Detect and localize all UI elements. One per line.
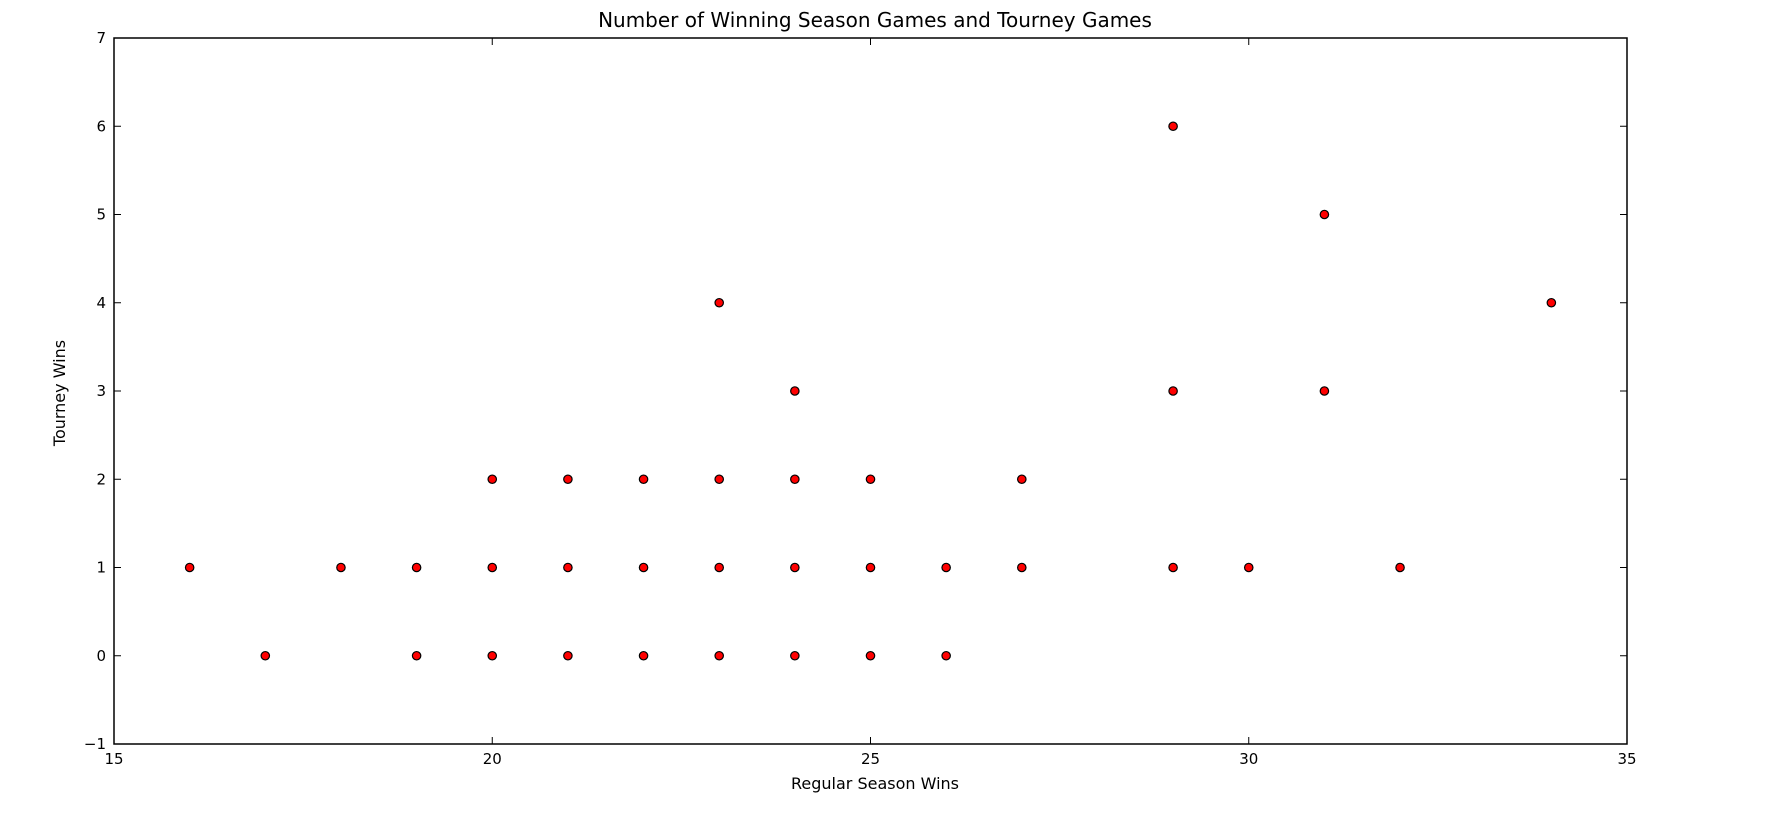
y-tick-label: −1 — [84, 735, 106, 753]
scatter-point — [714, 650, 724, 661]
scatter-point — [865, 474, 876, 485]
scatter-point — [1395, 562, 1405, 573]
scatter-point — [790, 562, 800, 573]
y-tick-label: 1 — [96, 559, 106, 577]
y-tick-label: 6 — [96, 117, 106, 135]
scatter-point — [714, 297, 724, 308]
x-tick-label: 30 — [1239, 750, 1258, 768]
scatter-point — [865, 562, 876, 573]
scatter-point — [714, 474, 724, 485]
scatter-point — [563, 562, 573, 573]
scatter-point — [1168, 121, 1178, 132]
scatter-point — [487, 562, 498, 573]
x-tick-label: 25 — [861, 750, 880, 768]
scatter-point — [865, 650, 876, 661]
scatter-point — [638, 474, 649, 485]
scatter-point — [1319, 386, 1330, 396]
scatter-point — [1016, 474, 1027, 485]
scatter-point — [487, 650, 498, 661]
scatter-point — [411, 562, 422, 573]
y-tick-label: 0 — [96, 647, 106, 665]
scatter-point — [1016, 562, 1027, 573]
scatter-point — [563, 474, 573, 485]
scatter-point — [487, 474, 498, 485]
scatter-point — [941, 650, 951, 661]
x-tick-label: 20 — [483, 750, 502, 768]
scatter-point — [941, 562, 951, 573]
y-tick-label: 4 — [96, 294, 106, 312]
scatter-point — [1319, 209, 1330, 220]
scatter-point — [411, 650, 422, 661]
scatter-point — [714, 562, 724, 573]
scatter-point — [638, 650, 649, 661]
plot-area: 15 20 25 30 35 −1 0 1 2 3 4 5 6 7 — [84, 29, 1637, 768]
scatter-point — [1243, 562, 1254, 573]
y-tick-label: 5 — [96, 206, 106, 224]
scatter-point — [790, 386, 800, 396]
y-axis-title: Tourney Wins — [50, 340, 69, 447]
x-tick-label: 15 — [104, 750, 123, 768]
y-tick-label: 3 — [96, 382, 106, 400]
scatter-point — [563, 650, 573, 661]
scatter-point — [1168, 386, 1178, 396]
y-tick-label: 2 — [96, 470, 106, 488]
y-tick-label: 7 — [96, 29, 106, 47]
scatter-point — [638, 562, 649, 573]
scatter-point — [184, 562, 195, 573]
scatter-point — [790, 650, 800, 661]
x-axis-title: Regular Season Wins — [791, 774, 959, 793]
chart-title: Number of Winning Season Games and Tourn… — [598, 8, 1152, 32]
scatter-point — [260, 650, 271, 661]
scatter-point — [1546, 297, 1557, 308]
scatter-point — [336, 562, 346, 573]
x-tick-label: 35 — [1617, 750, 1636, 768]
scatter-point — [1168, 562, 1178, 573]
scatter-point — [790, 474, 800, 485]
